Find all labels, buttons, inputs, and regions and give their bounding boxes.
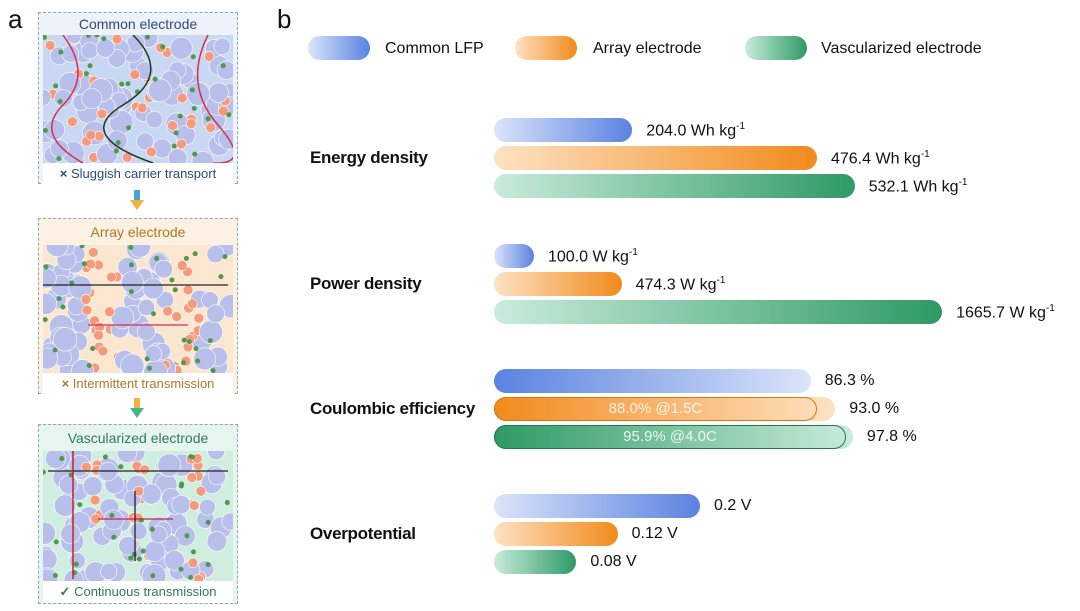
caption-text: Sluggish carrier transport (70, 166, 217, 181)
check-icon: ✓ (59, 584, 71, 599)
category-label: Coulombic efficiency (310, 399, 475, 418)
inner-bar-label: 88.0% @1.5C (494, 397, 817, 421)
value-label: 476.4 Wh kg-1 (830, 149, 930, 168)
bar-array: 88.0% @1.5C (494, 397, 836, 421)
bar-array (494, 272, 622, 296)
common-electrode-box: Common electrode × Sluggish carrier tran… (38, 12, 238, 185)
bar-common-lfp (494, 244, 534, 268)
bar-array (494, 522, 618, 546)
caption-text: Continuous transmission (74, 584, 217, 599)
legend-swatch-array (515, 36, 577, 60)
bar-vascularized (494, 300, 943, 324)
bar-vascularized: 95.9% @4.0C (494, 425, 853, 449)
value-label: 93.0 % (849, 400, 900, 417)
common-electrode-illustration (43, 35, 233, 163)
box-title: Common electrode (78, 16, 198, 32)
value-label: 1665.7 W kg-1 (956, 303, 1055, 322)
box-caption: × Sluggish carrier transport (43, 163, 233, 185)
value-label: 100.0 W kg-1 (548, 247, 638, 266)
value-label: 0.12 V (631, 525, 678, 542)
category-label: Overpotential (310, 524, 416, 543)
box-title: Vascularized electrode (67, 430, 209, 446)
value-label: 86.3 % (824, 372, 875, 389)
array-electrode-illustration (43, 245, 233, 373)
value-label: 532.1 Wh kg-1 (868, 177, 968, 196)
category-label: Power density (310, 274, 422, 293)
legend-label-vascularized: Vascularized electrode (821, 40, 982, 57)
down-arrow-icon (130, 398, 144, 418)
legend-swatch-vascularized (745, 36, 807, 60)
down-arrow-icon (130, 190, 144, 210)
bar-common-lfp (494, 118, 633, 142)
legend-label-common-lfp: Common LFP (385, 40, 484, 57)
bar-common-lfp (494, 369, 811, 393)
cross-icon: × (59, 166, 68, 181)
legend-swatch-common-lfp (308, 36, 370, 60)
cross-icon: × (61, 376, 70, 391)
box-title: Array electrode (90, 224, 186, 240)
bar-vascularized (494, 174, 855, 198)
value-label: 474.3 W kg-1 (635, 275, 726, 294)
vascularized-electrode-illustration (43, 451, 233, 581)
bar-common-lfp (494, 494, 700, 518)
box-caption: ✓ Continuous transmission (43, 581, 233, 603)
value-label: 204.0 Wh kg-1 (646, 121, 746, 140)
value-label: 0.08 V (590, 553, 637, 570)
value-label: 97.8 % (866, 428, 917, 445)
vascularized-electrode-box: Vascularized electrode ✓ Continuous tran… (38, 424, 238, 604)
bar-array (494, 146, 817, 170)
bar-vascularized (494, 550, 577, 574)
value-label: 0.2 V (714, 497, 752, 514)
box-caption: × Intermittent transmission (43, 373, 233, 395)
inner-bar-label: 95.9% @4.0C (494, 425, 846, 449)
legend-label-array: Array electrode (593, 40, 702, 57)
category-label: Energy density (310, 148, 428, 167)
array-electrode-box: Array electrode × Intermittent transmiss… (38, 218, 238, 395)
caption-text: Intermittent transmission (72, 376, 215, 391)
panel-a-label: a (8, 4, 23, 34)
panel-b-label: b (277, 4, 292, 34)
